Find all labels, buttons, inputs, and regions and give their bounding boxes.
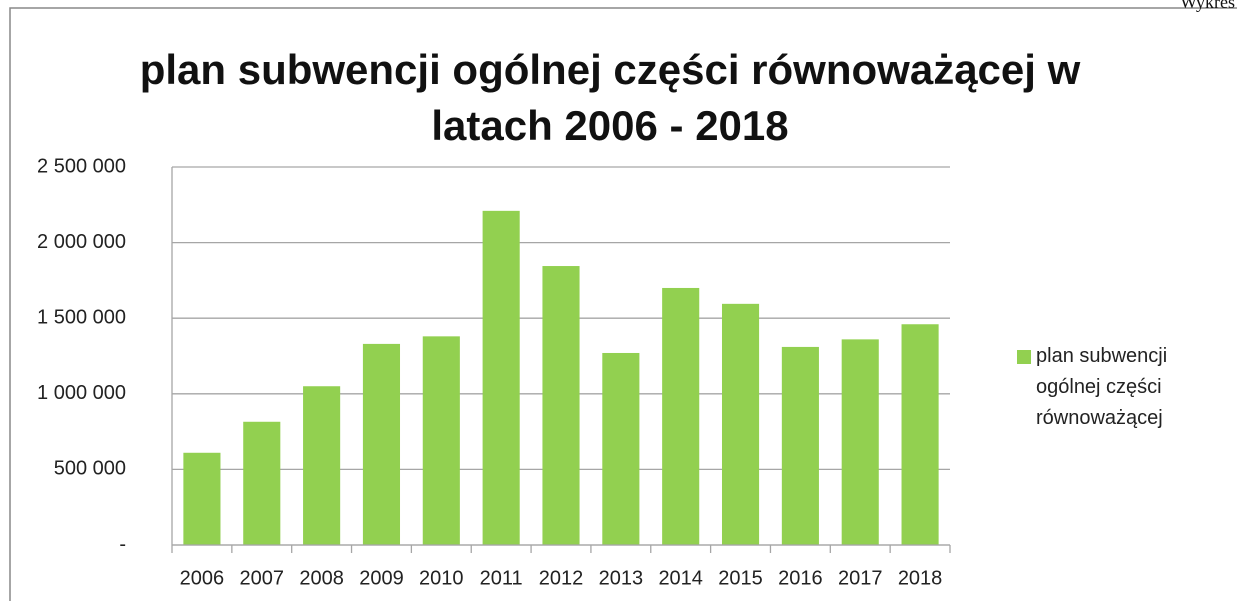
chart-frame: [9, 7, 1237, 601]
x-tick-label: 2017: [838, 567, 883, 589]
y-tick-label: -: [119, 533, 126, 555]
bar: [362, 343, 401, 545]
bar: [781, 346, 819, 545]
x-tick-label: 2012: [539, 567, 584, 589]
bar: [721, 303, 760, 545]
bar: [542, 266, 580, 545]
bar: [183, 452, 221, 545]
bar: [422, 336, 460, 545]
annotation: Wykres: [1180, 0, 1235, 12]
x-tick-label: 2008: [299, 567, 344, 589]
x-tick-label: 2018: [898, 567, 943, 589]
bar: [841, 339, 879, 545]
x-tick-label: 2013: [599, 567, 644, 589]
bar: [303, 386, 341, 545]
chart-title: plan subwencji ogólnej części równoważąc…: [139, 46, 1081, 149]
x-tick-label: 2007: [240, 567, 285, 589]
x-tick-label: 2010: [419, 567, 464, 589]
legend-label: plan subwencji ogólnej części równoważącej: [1036, 345, 1167, 429]
legend-swatch: [1017, 350, 1031, 364]
bar: [662, 287, 700, 545]
y-tick-label: 500 000: [54, 458, 126, 480]
y-tick-label: 2 000 000: [37, 231, 126, 253]
bar: [482, 210, 520, 545]
x-tick-label: 2014: [658, 567, 703, 589]
y-tick-label: 1 000 000: [37, 382, 126, 404]
x-tick-label: 2009: [359, 567, 404, 589]
bar: [602, 352, 640, 545]
bar: [901, 324, 939, 545]
bar: [243, 421, 281, 545]
y-tick-label: 1 500 000: [37, 306, 126, 328]
y-tick-label: 2 500 000: [37, 155, 126, 177]
x-tick-label: 2015: [718, 567, 763, 589]
x-tick-label: 2011: [480, 567, 523, 589]
x-tick-label: 2016: [778, 567, 823, 589]
x-tick-label: 2006: [180, 567, 225, 589]
